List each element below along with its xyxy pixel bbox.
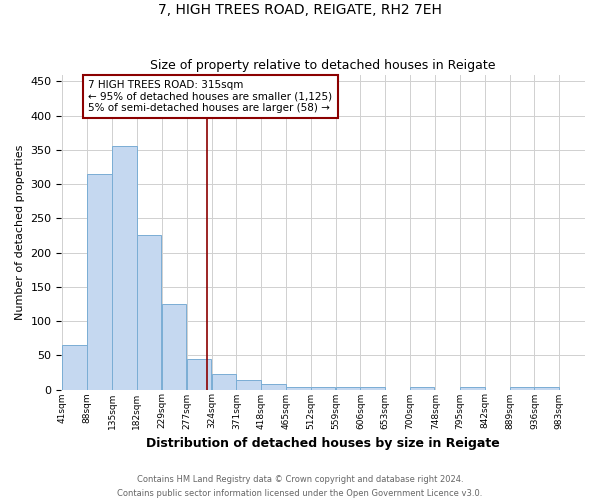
Bar	[535, 388, 559, 390]
Text: 7 HIGH TREES ROAD: 315sqm
← 95% of detached houses are smaller (1,125)
5% of sem: 7 HIGH TREES ROAD: 315sqm ← 95% of detac…	[88, 80, 332, 113]
Bar	[161, 304, 186, 390]
Bar	[212, 374, 236, 390]
Bar	[311, 388, 335, 390]
Bar	[509, 388, 534, 390]
Title: Size of property relative to detached houses in Reigate: Size of property relative to detached ho…	[151, 59, 496, 72]
Y-axis label: Number of detached properties: Number of detached properties	[15, 144, 25, 320]
Text: Contains HM Land Registry data © Crown copyright and database right 2024.
Contai: Contains HM Land Registry data © Crown c…	[118, 476, 482, 498]
Bar	[62, 345, 87, 390]
X-axis label: Distribution of detached houses by size in Reigate: Distribution of detached houses by size …	[146, 437, 500, 450]
Bar	[261, 384, 286, 390]
Bar	[410, 388, 434, 390]
Bar	[187, 358, 211, 390]
Text: 7, HIGH TREES ROAD, REIGATE, RH2 7EH: 7, HIGH TREES ROAD, REIGATE, RH2 7EH	[158, 2, 442, 16]
Bar	[460, 388, 485, 390]
Bar	[112, 146, 137, 390]
Bar	[236, 380, 261, 390]
Bar	[137, 236, 161, 390]
Bar	[361, 387, 385, 390]
Bar	[286, 388, 311, 390]
Bar	[87, 174, 112, 390]
Bar	[335, 388, 360, 390]
